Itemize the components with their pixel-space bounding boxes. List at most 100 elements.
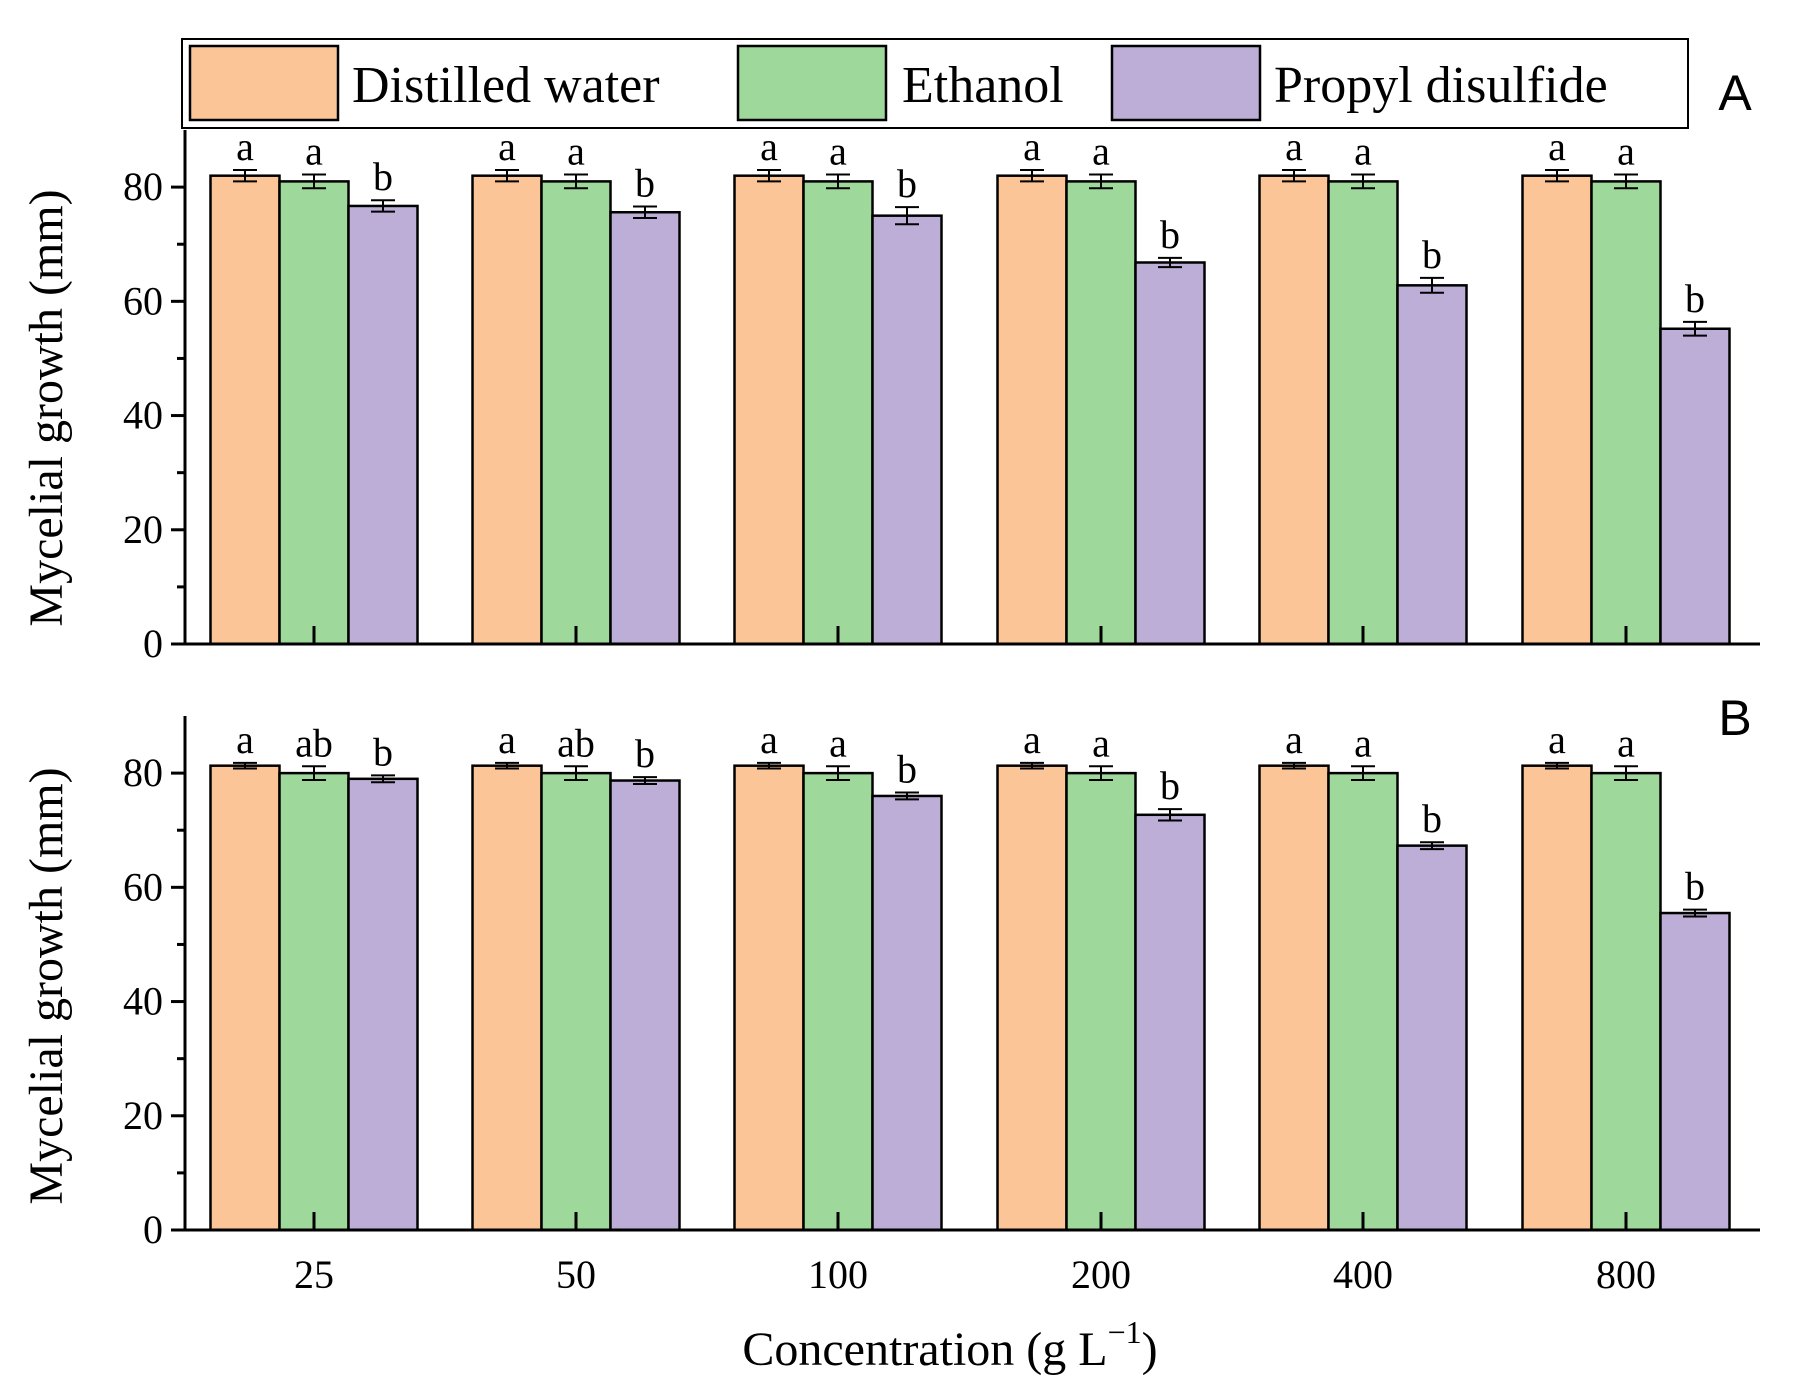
significance-label-1-100: a xyxy=(829,720,847,765)
bar-distilled-water-800 xyxy=(1521,174,1593,646)
significance-label-0-400: a xyxy=(1285,717,1303,762)
significance-label-2-800: b xyxy=(1685,276,1705,321)
bar-ethanol-200 xyxy=(1065,771,1137,1232)
significance-label-0-100: a xyxy=(760,717,778,762)
significance-label-1-400: a xyxy=(1354,129,1372,174)
significance-label-1-100: a xyxy=(829,129,847,174)
bar-distilled-water-400 xyxy=(1258,174,1330,646)
significance-label-2-50: b xyxy=(635,731,655,776)
bar-distilled-water-200 xyxy=(996,174,1068,646)
significance-label-1-200: a xyxy=(1092,720,1110,765)
significance-label-1-25: ab xyxy=(295,720,333,765)
bar-ethanol-400 xyxy=(1327,771,1399,1232)
y-tick-label-80: 80 xyxy=(123,164,163,209)
significance-label-0-50: a xyxy=(498,124,516,169)
significance-label-1-50: ab xyxy=(557,720,595,765)
significance-label-1-200: a xyxy=(1092,129,1110,174)
bar-ethanol-50 xyxy=(540,180,612,646)
bar-distilled-water-100 xyxy=(733,764,805,1232)
significance-label-0-50: a xyxy=(498,717,516,762)
significance-label-2-25: b xyxy=(373,729,393,774)
y-tick-label-40: 40 xyxy=(123,979,163,1024)
y-tick-label-60: 60 xyxy=(123,278,163,323)
significance-label-2-400: b xyxy=(1422,232,1442,277)
y-tick-label-20: 20 xyxy=(123,507,163,552)
bar-propyl-disulfide-400 xyxy=(1396,284,1468,646)
y-tick-label-20: 20 xyxy=(123,1093,163,1138)
legend-swatch-distilled-water xyxy=(188,44,340,122)
significance-label-0-800: a xyxy=(1548,124,1566,169)
bar-distilled-water-50 xyxy=(471,174,543,646)
x-tick-label-200: 200 xyxy=(1071,1252,1131,1297)
bar-distilled-water-400 xyxy=(1258,764,1330,1232)
legend-swatch-ethanol xyxy=(736,44,888,122)
y-tick-label-0: 0 xyxy=(143,1207,163,1252)
significance-label-0-25: a xyxy=(236,717,254,762)
y-tick-label-0: 0 xyxy=(143,621,163,666)
significance-label-0-400: a xyxy=(1285,124,1303,169)
significance-label-0-200: a xyxy=(1023,124,1041,169)
panel-letter: A xyxy=(1718,65,1752,121)
bar-distilled-water-200 xyxy=(996,764,1068,1232)
legend-label-ethanol: Ethanol xyxy=(902,57,1064,114)
y-tick-label-60: 60 xyxy=(123,864,163,909)
bar-ethanol-800 xyxy=(1590,180,1662,646)
bar-propyl-disulfide-25 xyxy=(347,204,419,646)
legend-label-distilled-water: Distilled water xyxy=(352,57,660,114)
significance-label-1-50: a xyxy=(567,129,585,174)
bar-propyl-disulfide-200 xyxy=(1134,261,1206,646)
significance-label-2-25: b xyxy=(373,154,393,199)
significance-label-2-100: b xyxy=(897,161,917,206)
significance-label-0-800: a xyxy=(1548,717,1566,762)
bar-propyl-disulfide-50 xyxy=(609,210,681,646)
bar-propyl-disulfide-200 xyxy=(1134,813,1206,1232)
x-axis-title-exponent: −1 xyxy=(1108,1314,1142,1350)
bar-distilled-water-800 xyxy=(1521,764,1593,1232)
bar-ethanol-200 xyxy=(1065,180,1137,646)
bar-propyl-disulfide-25 xyxy=(347,777,419,1232)
significance-label-1-800: a xyxy=(1617,129,1635,174)
x-tick-label-400: 400 xyxy=(1333,1252,1393,1297)
x-tick-label-800: 800 xyxy=(1596,1252,1656,1297)
panel-a: a a a a a a a a a a a a b b b b b b 0 20 40 60 80 Mycelial grow… xyxy=(20,65,1760,666)
bar-ethanol-100 xyxy=(802,180,874,646)
x-axis-title-close: ) xyxy=(1142,1323,1158,1376)
significance-label-2-200: b xyxy=(1160,763,1180,808)
significance-label-1-25: a xyxy=(305,129,323,174)
panel-letter: B xyxy=(1718,690,1751,746)
significance-label-2-800: b xyxy=(1685,864,1705,909)
bar-distilled-water-100 xyxy=(733,174,805,646)
x-tick-label-100: 100 xyxy=(808,1252,868,1297)
bar-ethanol-25 xyxy=(278,180,350,646)
x-axis-title-main: Concentration (g L xyxy=(742,1323,1107,1376)
bar-ethanol-100 xyxy=(802,771,874,1232)
bar-propyl-disulfide-400 xyxy=(1396,844,1468,1232)
bar-propyl-disulfide-800 xyxy=(1659,327,1731,646)
significance-label-0-100: a xyxy=(760,124,778,169)
legend-frame xyxy=(181,38,1689,129)
significance-label-0-25: a xyxy=(236,124,254,169)
x-axis-title: Concentration (g L−1) xyxy=(742,1314,1157,1376)
bar-distilled-water-25 xyxy=(209,174,281,646)
legend-swatch-propyl-disulfide xyxy=(1110,44,1262,122)
y-tick-label-80: 80 xyxy=(123,750,163,795)
bar-ethanol-800 xyxy=(1590,771,1662,1232)
y-tick-label-40: 40 xyxy=(123,393,163,438)
significance-label-1-800: a xyxy=(1617,720,1635,765)
bar-ethanol-25 xyxy=(278,771,350,1232)
bar-ethanol-50 xyxy=(540,771,612,1232)
x-tick-label-25: 25 xyxy=(294,1252,334,1297)
bar-propyl-disulfide-100 xyxy=(871,794,943,1232)
legend: Distilled water Ethanol Propyl disulfide xyxy=(181,38,1689,129)
x-tick-label-50: 50 xyxy=(556,1252,596,1297)
y-axis-title: Mycelial growth (mm) xyxy=(20,767,73,1204)
significance-label-2-100: b xyxy=(897,747,917,792)
bar-distilled-water-25 xyxy=(209,764,281,1232)
significance-label-1-400: a xyxy=(1354,720,1372,765)
bar-propyl-disulfide-100 xyxy=(871,214,943,646)
bar-ethanol-400 xyxy=(1327,180,1399,646)
significance-label-0-200: a xyxy=(1023,717,1041,762)
significance-label-2-50: b xyxy=(635,161,655,206)
